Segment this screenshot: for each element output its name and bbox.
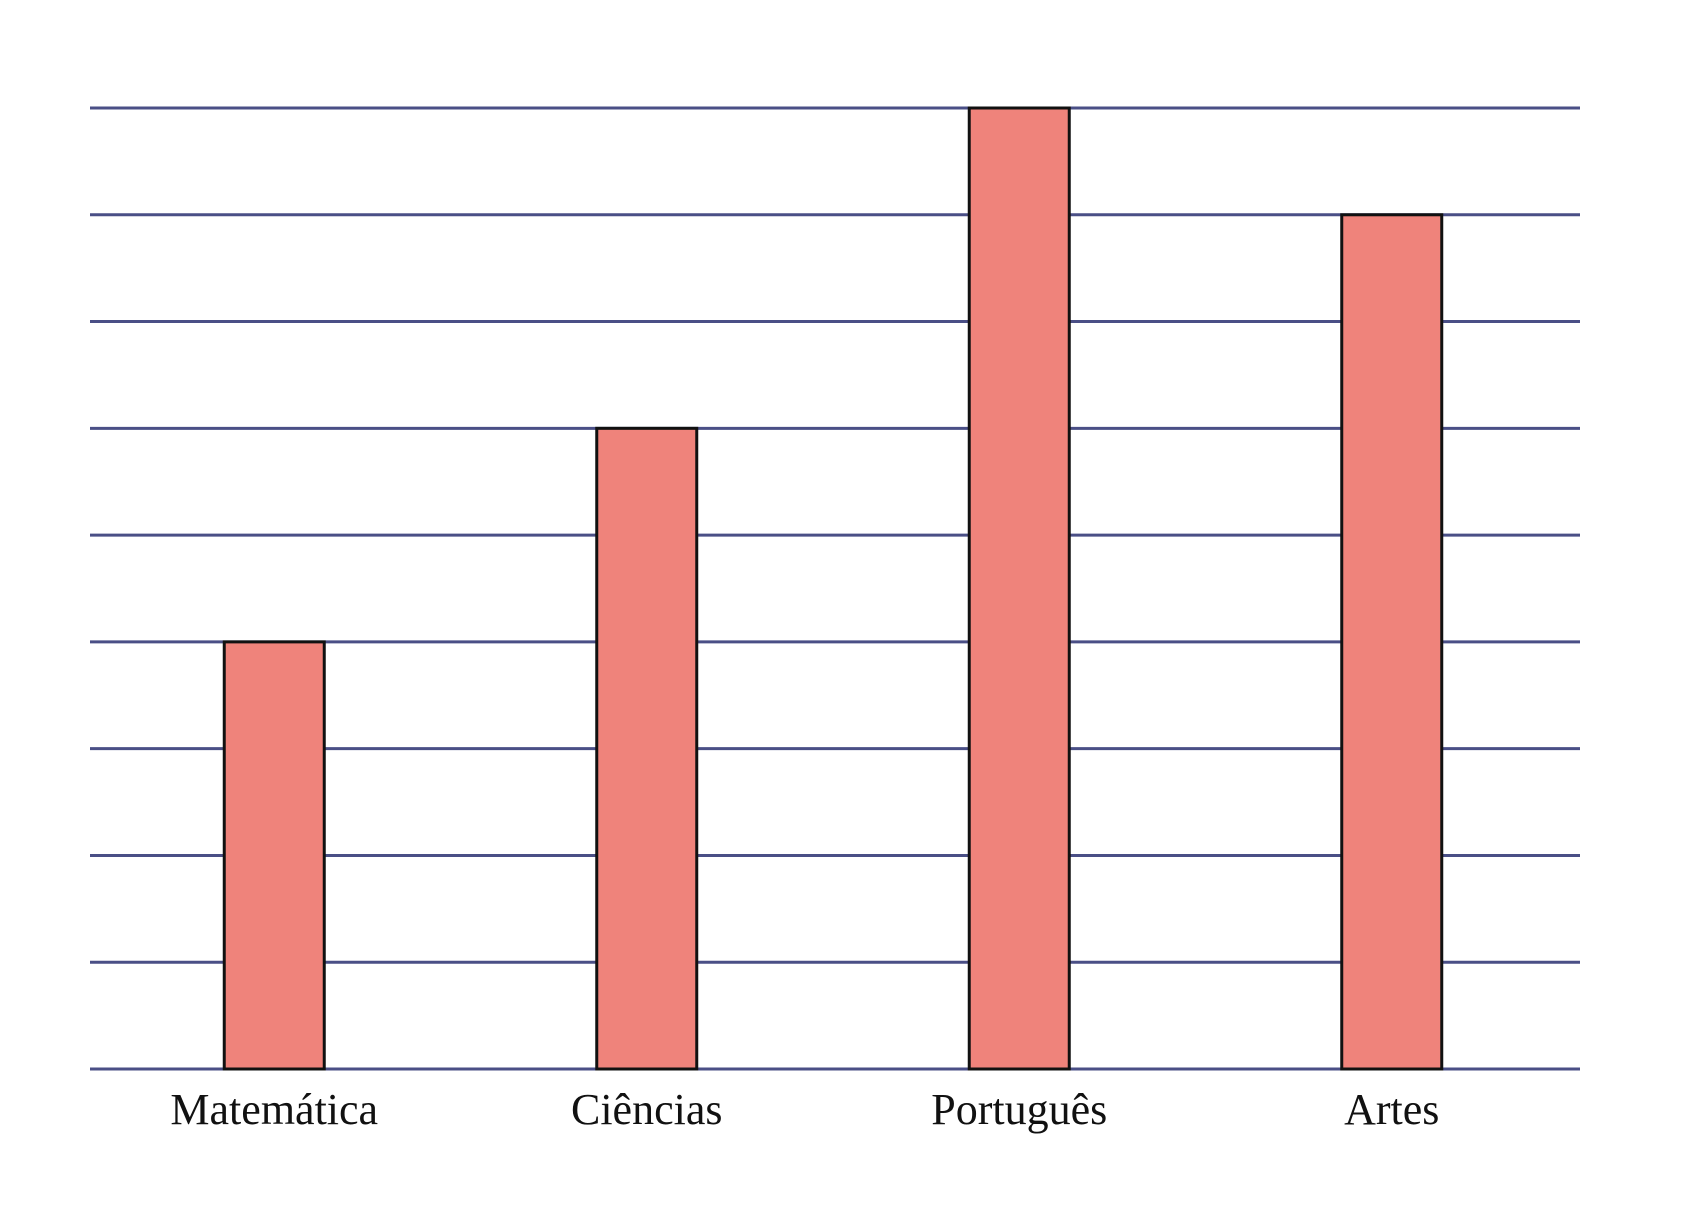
- category-label: Português: [931, 1085, 1107, 1134]
- bar-3: [1340, 213, 1444, 1071]
- category-label: Matemática: [170, 1085, 378, 1134]
- bar-2: [967, 106, 1071, 1071]
- category-label: Ciências: [571, 1085, 723, 1134]
- bar-0: [222, 640, 326, 1071]
- category-label: Artes: [1344, 1085, 1439, 1134]
- category-labels: Matemática Ciências Português Artes: [170, 1085, 1439, 1134]
- gridlines: [90, 106, 1580, 1071]
- bar-1: [595, 426, 699, 1071]
- bars: [222, 106, 1444, 1071]
